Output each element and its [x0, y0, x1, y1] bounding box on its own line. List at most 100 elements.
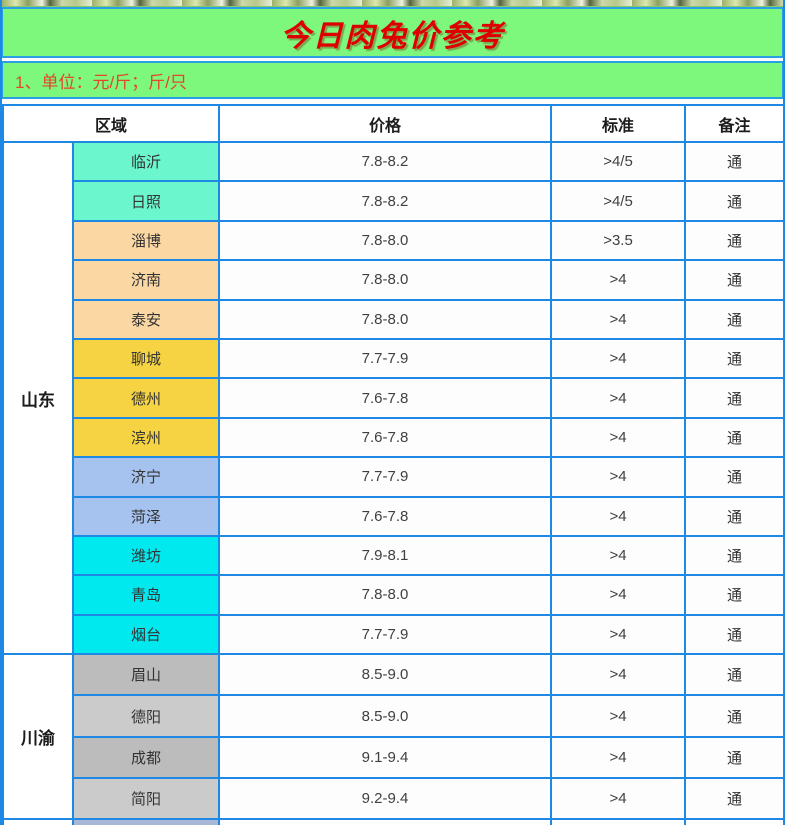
- unit-note-block: 1、单位：元/斤；斤/只: [2, 61, 783, 99]
- header-row: 区域 价格 标准 备注: [2, 104, 783, 143]
- standard-cell: >4/5: [550, 180, 687, 222]
- table-row: 烟台 7.7-7.9 >4 通: [3, 613, 783, 656]
- city-cell: 菏泽: [71, 495, 221, 537]
- table-row: 淄博 7.8-8.0 >3.5 通: [3, 219, 783, 262]
- city-cell: 滨州: [71, 416, 221, 459]
- note-cell: 通: [684, 416, 783, 459]
- note-cell: 通: [684, 574, 783, 616]
- table-row: 日照 7.8-8.2 >4/5 通: [3, 180, 783, 222]
- price-cell: 7.6-7.8: [218, 377, 553, 419]
- note-cell: [684, 818, 783, 825]
- note-cell: 通: [684, 735, 783, 779]
- city-cell: 德州: [71, 377, 221, 419]
- note-cell: 通: [684, 180, 783, 222]
- table-row: 川渝 眉山 8.5-9.0 >4 通: [2, 653, 783, 821]
- header-price: 价格: [218, 104, 553, 143]
- city-cell: 临沂: [71, 140, 221, 183]
- city-cell: 潍坊: [71, 534, 221, 577]
- price-cell: 7.8-8.0: [218, 219, 553, 262]
- price-cell: 7.6-7.8: [218, 416, 553, 459]
- price-cell: 7.8-8.0: [218, 259, 553, 301]
- note-cell: 通: [684, 694, 783, 738]
- note-cell: 通: [684, 613, 783, 656]
- standard-cell: [550, 818, 687, 825]
- standard-cell: >4: [550, 574, 687, 616]
- table-row: 德州 7.6-7.8 >4 通: [3, 377, 783, 419]
- unit-note: 1、单位：元/斤；斤/只: [15, 72, 187, 92]
- standard-cell: >4: [550, 735, 687, 779]
- page-title: 今日肉兔价参考: [280, 19, 505, 53]
- city-cell: 青岛: [71, 574, 221, 616]
- note-cell: 通: [684, 653, 783, 697]
- city-cell: 济南: [71, 259, 221, 301]
- standard-cell: >4: [550, 653, 687, 697]
- note-cell: 通: [684, 495, 783, 537]
- city-cell: 泰安: [71, 298, 221, 340]
- standard-cell: >4: [550, 456, 687, 498]
- table-row: 青岛 7.8-8.0 >4 通: [3, 574, 783, 616]
- city-cell: 济宁: [71, 456, 221, 498]
- price-cell: 7.8-8.2: [218, 180, 553, 222]
- price-cell: 9.1-9.4: [218, 735, 553, 779]
- note-cell: 通: [684, 140, 783, 183]
- table-row: 山东 临沂 7.8-8.2 >4/5 通: [2, 140, 783, 656]
- note-cell: 通: [684, 377, 783, 419]
- standard-cell: >4: [550, 613, 687, 656]
- city-cell: [71, 818, 221, 825]
- standard-cell: >4: [550, 337, 687, 380]
- note-cell: 通: [684, 259, 783, 301]
- standard-cell: >3.5: [550, 219, 687, 262]
- table-row: 济南 7.8-8.0 >4 通: [3, 259, 783, 301]
- divider-gap: [2, 58, 783, 61]
- divider-gap: [2, 99, 783, 104]
- note-cell: 通: [684, 298, 783, 340]
- header-standard: 标准: [550, 104, 687, 143]
- standard-cell: >4: [550, 377, 687, 419]
- header-region: 区域: [2, 104, 221, 143]
- note-cell: 通: [684, 219, 783, 262]
- price-cell: 8.5-9.0: [218, 694, 553, 738]
- province-cell: 川渝: [2, 653, 74, 821]
- price-cell: 8.5-9.0: [218, 653, 553, 697]
- price-cell: 7.8-8.2: [218, 140, 553, 183]
- price-cell: 7.6-7.8: [218, 495, 553, 537]
- table-row-partial: [2, 818, 783, 825]
- city-cell: 德阳: [71, 694, 221, 738]
- price-cell: 7.7-7.9: [218, 337, 553, 380]
- table-row: 滨州 7.6-7.8 >4 通: [3, 416, 783, 459]
- table-row: 简阳 9.2-9.4 >4 通: [3, 776, 783, 821]
- price-cell: 9.2-9.4: [218, 776, 553, 821]
- price-cell: 7.8-8.0: [218, 298, 553, 340]
- price-cell: 7.7-7.9: [218, 613, 553, 656]
- note-cell: 通: [684, 776, 783, 821]
- table-row: 潍坊 7.9-8.1 >4 通: [3, 534, 783, 577]
- province-cell: [2, 818, 74, 825]
- note-cell: 通: [684, 456, 783, 498]
- city-cell: 简阳: [71, 776, 221, 821]
- city-cell: 眉山: [71, 653, 221, 697]
- city-cell: 成都: [71, 735, 221, 779]
- standard-cell: >4: [550, 259, 687, 301]
- standard-cell: >4/5: [550, 140, 687, 183]
- price-cell: [218, 818, 553, 825]
- table-row: 济宁 7.7-7.9 >4 通: [3, 456, 783, 498]
- price-cell: 7.7-7.9: [218, 456, 553, 498]
- standard-cell: >4: [550, 694, 687, 738]
- price-cell: 7.9-8.1: [218, 534, 553, 577]
- header-note: 备注: [684, 104, 783, 143]
- price-cell: 7.8-8.0: [218, 574, 553, 616]
- standard-cell: >4: [550, 416, 687, 459]
- standard-cell: >4: [550, 534, 687, 577]
- standard-cell: >4: [550, 298, 687, 340]
- city-cell: 聊城: [71, 337, 221, 380]
- table-row: 成都 9.1-9.4 >4 通: [3, 735, 783, 779]
- table-row: 德阳 8.5-9.0 >4 通: [3, 694, 783, 738]
- standard-cell: >4: [550, 776, 687, 821]
- table-row: 聊城 7.7-7.9 >4 通: [3, 337, 783, 380]
- price-table: 区域 价格 标准 备注 山东 临沂 7.8-8.2 >4/5 通 日照 7.8-…: [2, 104, 783, 825]
- note-cell: 通: [684, 534, 783, 577]
- city-cell: 淄博: [71, 219, 221, 262]
- table-row: 菏泽 7.6-7.8 >4 通: [3, 495, 783, 537]
- note-cell: 通: [684, 337, 783, 380]
